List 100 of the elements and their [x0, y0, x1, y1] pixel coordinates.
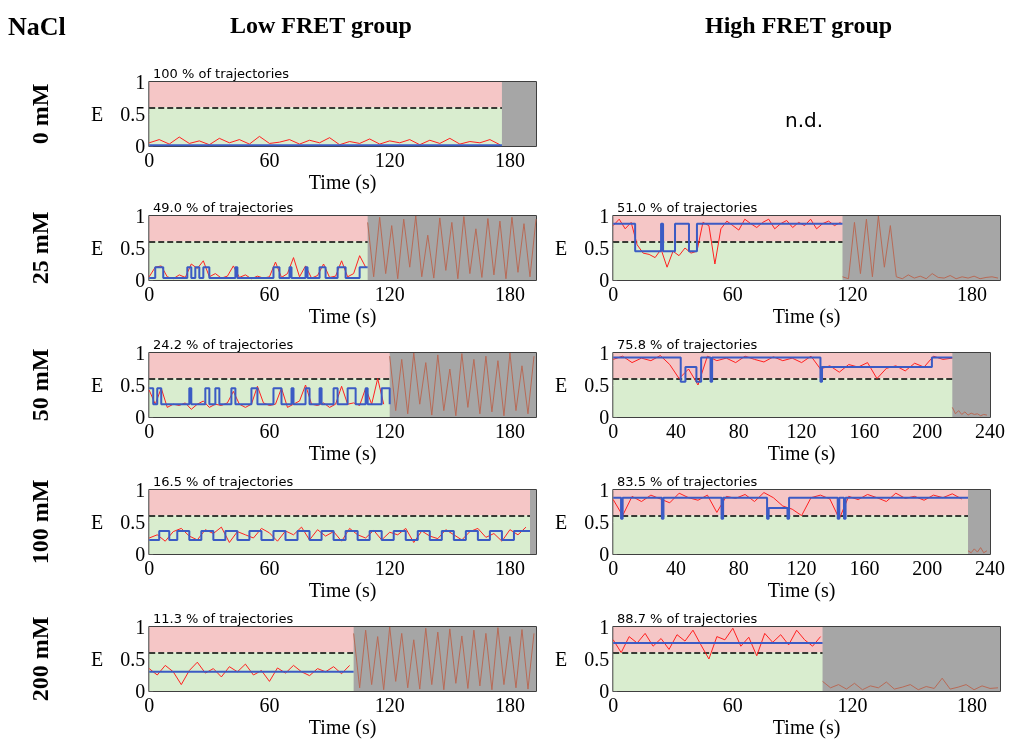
x-tick-label: 60 — [722, 694, 743, 716]
text: High FRET group — [705, 12, 893, 39]
y-tick-label: 0.5 — [584, 511, 610, 533]
x-tick-label: 180 — [494, 694, 525, 716]
x-tick-label: 180 — [494, 283, 525, 305]
chart-title: 49.0 % of trajectories — [153, 200, 294, 215]
x-tick-label: 120 — [374, 557, 405, 579]
x-tick-label: 240 — [975, 557, 1005, 579]
x-axis-title: Time (s) — [308, 305, 377, 328]
y-tick-label: 0.5 — [120, 237, 146, 259]
x-tick-label: 180 — [494, 420, 525, 442]
chart-title: 83.5 % of trajectories — [617, 474, 758, 489]
y-tick-label: 1 — [135, 616, 146, 638]
text: Low FRET group — [230, 12, 412, 39]
x-tick-label: 160 — [849, 557, 880, 579]
y-tick-label: 0 — [135, 406, 146, 428]
y-tick-label: 1 — [599, 616, 610, 638]
line-series — [612, 218, 841, 268]
x-tick-label: 60 — [722, 283, 743, 305]
y-tick-label: 0 — [599, 543, 610, 565]
x-tick-label: 120 — [837, 283, 868, 305]
chart-title: 11.3 % of trajectories — [153, 611, 294, 626]
x-tick-label: 120 — [374, 420, 405, 442]
line-series — [951, 406, 988, 417]
x-tick-label: 180 — [494, 149, 525, 171]
text: n.d. — [785, 108, 824, 132]
x-tick-label: 60 — [259, 149, 280, 171]
y-tick-label: 1 — [135, 479, 146, 501]
y-tick-label: 0.5 — [120, 103, 146, 125]
y-tick-label: 0.5 — [120, 374, 146, 396]
y-tick-label: 1 — [135, 71, 146, 93]
y-tick-label: 0 — [135, 680, 146, 702]
y-tick-label: 1 — [135, 342, 146, 364]
y-tick-label: 1 — [599, 205, 610, 227]
x-tick-label: 60 — [259, 420, 280, 442]
y-tick-label: 0 — [599, 406, 610, 428]
text: 0 mM — [26, 83, 54, 145]
x-tick-label: 240 — [975, 420, 1005, 442]
chart-title: 16.5 % of trajectories — [153, 474, 294, 489]
x-axis-title: Time (s) — [772, 305, 841, 328]
x-tick-label: 180 — [494, 557, 525, 579]
y-tick-label: 0 — [599, 269, 610, 291]
x-tick-label: 120 — [786, 420, 817, 442]
x-tick-label: 120 — [786, 557, 817, 579]
line-series — [148, 255, 367, 280]
y-axis-title: E — [555, 374, 568, 396]
x-tick-label: 60 — [259, 283, 280, 305]
x-axis-title: Time (s) — [308, 579, 377, 602]
x-tick-label: 120 — [374, 149, 405, 171]
line-series — [612, 627, 822, 660]
chart-title: 88.7 % of trajectories — [617, 611, 758, 626]
y-tick-label: 0.5 — [120, 511, 146, 533]
x-axis-title: Time (s) — [308, 171, 377, 194]
x-tick-label: 80 — [728, 420, 749, 442]
x-tick-label: 60 — [259, 694, 280, 716]
y-axis-title: E — [555, 237, 568, 259]
x-tick-label: 200 — [912, 420, 943, 442]
x-tick-label: 200 — [912, 557, 943, 579]
x-axis-title: Time (s) — [772, 716, 841, 739]
x-tick-label: 160 — [849, 420, 880, 442]
line-series — [148, 661, 351, 686]
x-tick-label: 180 — [957, 694, 988, 716]
x-tick-label: 120 — [374, 283, 405, 305]
line-series — [148, 135, 501, 146]
y-axis-title: E — [555, 511, 568, 533]
x-tick-label: 120 — [837, 694, 868, 716]
chart-title: 75.8 % of trajectories — [617, 337, 758, 352]
text: 100 mM — [26, 479, 54, 565]
x-tick-label: 40 — [666, 420, 687, 442]
y-axis-title: E — [91, 103, 104, 125]
y-tick-label: 0.5 — [584, 648, 610, 670]
chart-title: 51.0 % of trajectories — [617, 200, 758, 215]
text: 25 mM — [26, 211, 54, 285]
y-axis-title: E — [91, 648, 104, 670]
text: 200 mM — [26, 616, 54, 702]
x-axis-title: Time (s) — [308, 716, 377, 739]
x-tick-label: 120 — [374, 694, 405, 716]
y-tick-label: 0 — [135, 543, 146, 565]
y-tick-label: 0 — [599, 680, 610, 702]
y-tick-label: 0 — [135, 135, 146, 157]
line-series — [148, 526, 527, 543]
y-tick-label: 0 — [135, 269, 146, 291]
text: NaCl — [8, 12, 66, 42]
chart-title: 100 % of trajectories — [153, 66, 290, 81]
line-series — [148, 378, 385, 410]
y-tick-label: 1 — [135, 205, 146, 227]
x-axis-title: Time (s) — [767, 579, 836, 602]
y-tick-label: 1 — [599, 479, 610, 501]
y-tick-label: 1 — [599, 342, 610, 364]
y-axis-title: E — [91, 374, 104, 396]
x-tick-label: 60 — [259, 557, 280, 579]
text: 50 mM — [26, 348, 54, 422]
y-axis-title: E — [555, 648, 568, 670]
x-tick-label: 180 — [957, 283, 988, 305]
y-axis-title: E — [91, 237, 104, 259]
x-tick-label: 40 — [666, 557, 687, 579]
x-axis-title: Time (s) — [308, 442, 377, 465]
y-tick-label: 0.5 — [120, 648, 146, 670]
y-tick-label: 0.5 — [584, 374, 610, 396]
y-tick-label: 0.5 — [584, 237, 610, 259]
